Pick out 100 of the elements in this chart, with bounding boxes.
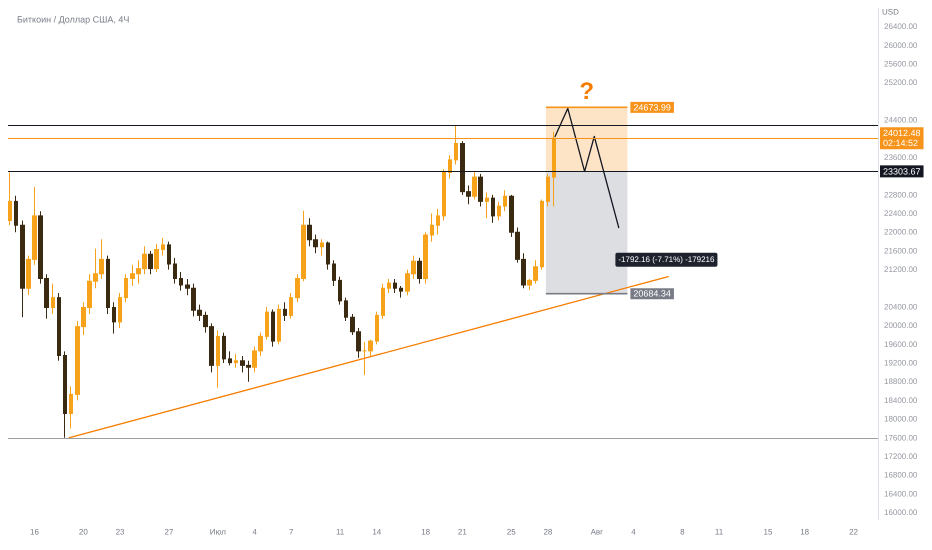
- candlestick: [478, 173, 483, 208]
- candlestick: [423, 232, 428, 284]
- candlestick: [472, 171, 477, 200]
- y-tick-label: 18800.00: [884, 377, 918, 386]
- candlestick: [57, 292, 61, 362]
- candlestick: [216, 330, 220, 388]
- x-tick-label: 28: [543, 528, 553, 536]
- x-tick-label: 22: [849, 528, 859, 536]
- candlestick: [430, 213, 434, 242]
- candlestick: [112, 302, 116, 334]
- y-tick-label: 26400.00: [884, 22, 918, 32]
- y-axis-title: USD: [882, 8, 900, 16]
- x-tick-label: 15: [764, 528, 773, 536]
- candlestick: [234, 353, 238, 368]
- candlestick: [399, 285, 403, 298]
- x-tick-label: 14: [372, 528, 382, 536]
- y-tick-label: 19600.00: [884, 340, 918, 349]
- candlestick: [375, 311, 379, 345]
- candlestick: [154, 243, 159, 272]
- candlestick: [332, 260, 336, 286]
- x-tick-label: 7: [288, 528, 294, 536]
- y-tick-label: 21200.00: [884, 265, 918, 274]
- candlestick: [381, 283, 385, 320]
- candlestick: [393, 278, 397, 294]
- y-tick-label: 22000.00: [884, 228, 918, 237]
- y-tick-label: 19200.00: [884, 358, 918, 368]
- candlestick: [497, 201, 501, 222]
- candlestick: [289, 292, 293, 320]
- candlestick: [161, 237, 165, 256]
- ref-line-label: 24012.48 02:14:52: [883, 128, 921, 148]
- x-tick-label: Июл: [210, 528, 226, 536]
- candlestick: [326, 241, 330, 270]
- candlestick: [8, 172, 12, 226]
- y-tick-label: 17600.00: [884, 433, 918, 442]
- x-tick-label: 23: [116, 528, 126, 536]
- candlestick: [179, 271, 183, 292]
- candlestick: [63, 350, 67, 438]
- candlestick: [148, 250, 153, 275]
- data-label: 20684.34: [633, 288, 671, 299]
- x-tick-label: 4: [631, 528, 636, 536]
- y-tick-label: 25200.00: [884, 78, 918, 88]
- candlestick: [503, 190, 507, 212]
- candlestick: [491, 194, 495, 224]
- candlestick: [69, 386, 73, 429]
- y-tick-label: 21600.00: [884, 246, 918, 256]
- x-tick-label: 27: [164, 528, 174, 536]
- y-tick-label: 20400.00: [884, 302, 918, 312]
- candlestick: [344, 297, 348, 322]
- x-tick-label: 25: [506, 528, 516, 536]
- candlestick: [320, 238, 324, 256]
- y-tick-label: 18000.00: [884, 414, 918, 424]
- candlestick: [265, 306, 269, 340]
- candlestick: [14, 195, 18, 233]
- y-tick-label: 26000.00: [884, 40, 918, 50]
- candlestick: [277, 304, 281, 345]
- y-tick-label: 17200.00: [884, 452, 918, 461]
- x-tick-label: 21: [458, 528, 468, 536]
- candlestick: [222, 332, 226, 364]
- data-label: 24673.99: [633, 102, 671, 112]
- candlestick: [485, 192, 489, 219]
- candlestick: [338, 276, 342, 306]
- y-tick-label: 16000.00: [884, 508, 918, 518]
- candlestick: [228, 350, 232, 366]
- candlestick: [51, 283, 55, 314]
- candlestick: [173, 257, 177, 284]
- x-tick-label: 16: [30, 528, 40, 536]
- candlestick: [283, 302, 287, 322]
- ref-line-label: 23303.67: [883, 166, 921, 176]
- x-tick-label: Авг: [590, 528, 604, 536]
- candlestick: [552, 131, 556, 208]
- y-tick-label: 22800.00: [884, 190, 918, 200]
- candlestick: [448, 154, 452, 180]
- candlestick: [546, 173, 550, 208]
- annotation: -1792.16 (-7.71%) -179216: [618, 255, 716, 264]
- y-tick-label: 22400.00: [884, 209, 918, 218]
- candlestick: [271, 308, 275, 348]
- candlestick: [417, 257, 422, 284]
- y-tick-label: 20000.00: [884, 321, 918, 330]
- candlestick: [106, 255, 110, 314]
- candlestick: [454, 125, 458, 165]
- candlestick: [20, 220, 25, 318]
- candlestick: [540, 199, 544, 270]
- y-tick-label: 23600.00: [884, 152, 918, 162]
- candlestick: [387, 278, 391, 294]
- x-tick-label: 18: [800, 528, 810, 536]
- candlestick: [442, 168, 446, 222]
- candlestick: [124, 274, 128, 303]
- x-tick-label: 11: [714, 528, 724, 536]
- annotation: ?: [579, 78, 594, 105]
- text: Биткоин / Доллар США, 4Ч: [17, 14, 130, 24]
- candlestick: [436, 208, 440, 236]
- candlestick: [118, 292, 122, 328]
- y-tick-label: 18400.00: [884, 396, 918, 405]
- x-tick-label: 18: [421, 528, 431, 536]
- x-tick-label: 11: [336, 528, 345, 536]
- y-tick-label: 25600.00: [884, 60, 918, 69]
- y-tick-label: 16400.00: [884, 489, 918, 498]
- y-tick-label: 16800.00: [884, 470, 918, 480]
- y-tick-label: 24400.00: [884, 116, 918, 125]
- candlestick: [167, 241, 171, 270]
